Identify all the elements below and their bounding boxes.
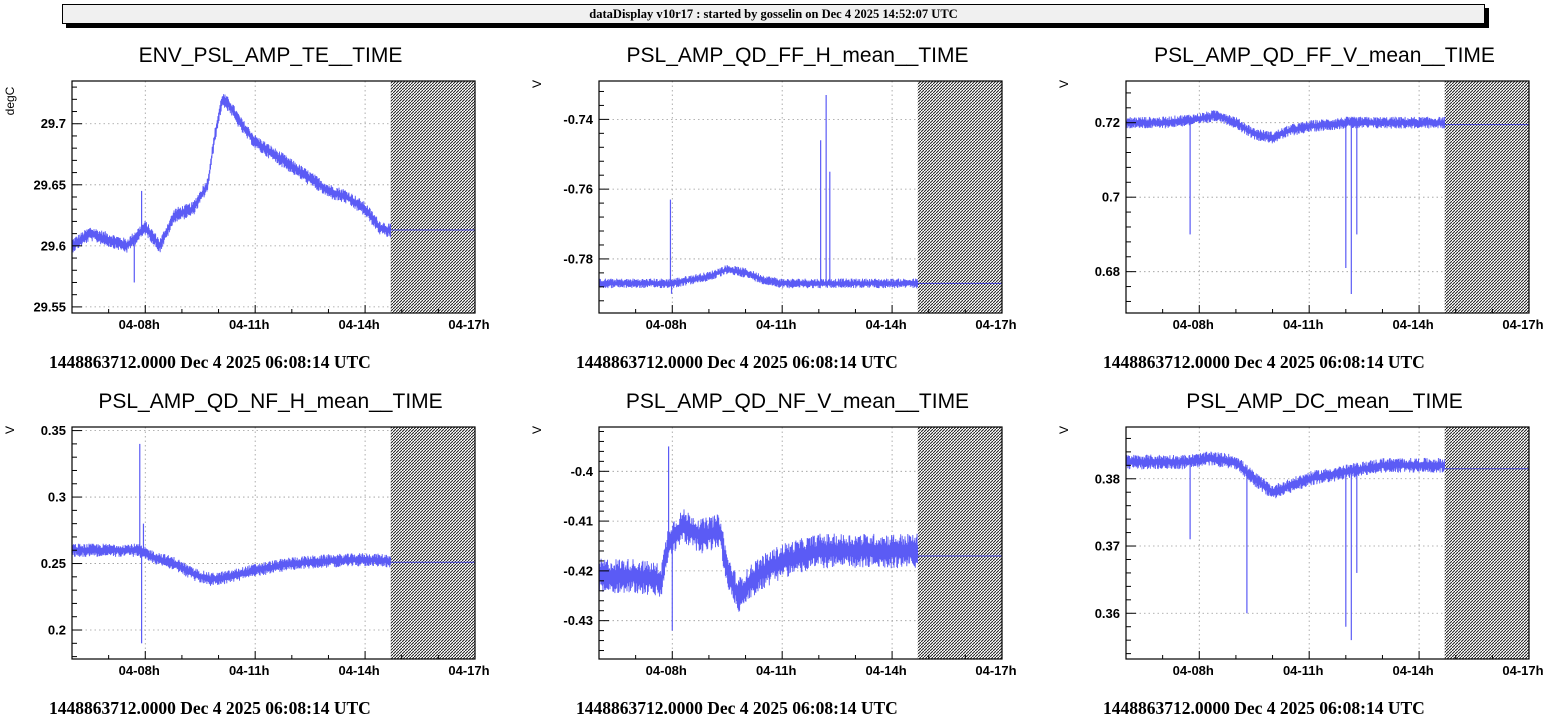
plot-frame	[71, 426, 476, 660]
no-data-region	[1444, 81, 1529, 313]
x-tick-label: 04-14h	[338, 317, 379, 332]
header-bar: dataDisplay v10r17 : started by gosselin…	[62, 4, 1485, 24]
data-trace	[598, 264, 919, 289]
chart-title: PSL_AMP_QD_NF_V_mean__TIME	[626, 390, 969, 413]
y-axis-unit-label: V	[1057, 426, 1071, 434]
x-tick-label: 04-17h	[975, 663, 1016, 678]
y-tick-label: 29.7	[41, 116, 66, 131]
x-tick-label: 04-17h	[1502, 663, 1543, 678]
y-tick-label: 0.3	[48, 490, 66, 505]
data-trace	[71, 543, 392, 586]
chart-panel-3: PSL_AMP_QD_NF_H_mean__TIME V 04-08h 04-11h 0…	[3, 390, 490, 718]
y-tick-label: 0.68	[1095, 264, 1120, 279]
y-axis-unit-label: degC	[3, 86, 17, 115]
data-trace	[598, 509, 919, 612]
x-tick-label: 04-08h	[1173, 317, 1214, 332]
chart-title: PSL_AMP_QD_FF_V_mean__TIME	[1154, 44, 1495, 67]
y-axis-unit-label: V	[530, 80, 544, 88]
chart-panel-1: PSL_AMP_QD_FF_H_mean__TIME V 04-08h 04-11h 0…	[530, 44, 1017, 372]
x-tick-label: 04-17h	[975, 317, 1016, 332]
x-tick-label: 04-08h	[646, 663, 687, 678]
x-tick-label: 04-14h	[865, 663, 906, 678]
y-tick-label: 29.55	[33, 299, 66, 314]
y-tick-label: 0.7	[1102, 190, 1120, 205]
x-tick-label: 04-11h	[1283, 317, 1324, 332]
y-tick-label: 29.6	[41, 238, 66, 253]
timestamp-caption: 1448863712.0000 Dec 4 2025 06:08:14 UTC	[49, 352, 371, 372]
no-data-region	[390, 81, 475, 313]
no-data-region	[1444, 427, 1529, 659]
data-trace	[1125, 110, 1446, 144]
y-tick-label: 0.35	[41, 423, 66, 438]
timestamp-caption: 1448863712.0000 Dec 4 2025 06:08:14 UTC	[576, 352, 898, 372]
chart-panel-4: PSL_AMP_QD_NF_V_mean__TIME V 04-08h 04-11h 0…	[530, 390, 1017, 718]
y-tick-label: 0.2	[48, 623, 66, 638]
y-tick-label: 29.65	[33, 177, 66, 192]
y-tick-label: -0.41	[563, 514, 593, 529]
y-tick-label: 0.25	[41, 556, 66, 571]
plot-frame	[598, 80, 1003, 314]
x-tick-label: 04-11h	[229, 317, 270, 332]
chart-title: PSL_AMP_QD_FF_H_mean__TIME	[627, 44, 969, 67]
x-tick-label: 04-17h	[448, 317, 489, 332]
y-tick-label: -0.43	[563, 613, 593, 628]
y-axis-unit-label: V	[530, 426, 544, 434]
x-tick-label: 04-11h	[756, 317, 797, 332]
plot-frame	[1125, 426, 1530, 660]
y-axis-unit-label: V	[1057, 80, 1071, 88]
y-tick-label: -0.42	[563, 563, 593, 578]
chart-title: PSL_AMP_QD_NF_H_mean__TIME	[98, 390, 442, 413]
chart-title: ENV_PSL_AMP_TE__TIME	[139, 44, 403, 67]
header-text: dataDisplay v10r17 : started by gosselin…	[589, 7, 958, 21]
y-tick-label: 0.38	[1095, 471, 1120, 486]
x-tick-label: 04-08h	[119, 317, 160, 332]
y-tick-label: -0.76	[563, 182, 593, 197]
x-tick-label: 04-08h	[119, 663, 160, 678]
chart-title: PSL_AMP_DC_mean__TIME	[1186, 390, 1463, 413]
y-tick-label: 0.37	[1095, 539, 1120, 554]
y-tick-label: -0.74	[563, 112, 593, 127]
y-tick-label: -0.4	[571, 464, 594, 479]
y-axis-unit-label: V	[3, 426, 17, 434]
chart-panel-0: ENV_PSL_AMP_TE__TIME degC 04-08h 04-11h 04-1…	[3, 44, 490, 372]
x-tick-label: 04-14h	[1392, 663, 1433, 678]
no-data-region	[917, 427, 1002, 659]
x-tick-label: 04-14h	[865, 317, 906, 332]
no-data-region	[917, 81, 1002, 313]
x-tick-label: 04-08h	[646, 317, 687, 332]
data-trace	[71, 94, 392, 253]
no-data-region	[390, 427, 475, 659]
chart-panel-2: PSL_AMP_QD_FF_V_mean__TIME V 04-08h 04-11h 0…	[1057, 44, 1544, 372]
x-tick-label: 04-11h	[1283, 663, 1324, 678]
x-tick-label: 04-08h	[1173, 663, 1214, 678]
x-tick-label: 04-17h	[448, 663, 489, 678]
timestamp-caption: 1448863712.0000 Dec 4 2025 06:08:14 UTC	[1103, 698, 1425, 718]
x-tick-label: 04-11h	[229, 663, 270, 678]
x-tick-label: 04-17h	[1502, 317, 1543, 332]
timestamp-caption: 1448863712.0000 Dec 4 2025 06:08:14 UTC	[576, 698, 898, 718]
y-tick-label: -0.78	[563, 251, 593, 266]
chart-panel-5: PSL_AMP_DC_mean__TIME V 04-08h 04-11h 04-14h…	[1057, 390, 1544, 718]
data-trace	[1125, 451, 1446, 499]
timestamp-caption: 1448863712.0000 Dec 4 2025 06:08:14 UTC	[1103, 352, 1425, 372]
x-tick-label: 04-14h	[1392, 317, 1433, 332]
y-tick-label: 0.72	[1095, 115, 1120, 130]
x-tick-label: 04-11h	[756, 663, 797, 678]
y-tick-label: 0.36	[1095, 606, 1120, 621]
timestamp-caption: 1448863712.0000 Dec 4 2025 06:08:14 UTC	[49, 698, 371, 718]
x-tick-label: 04-14h	[338, 663, 379, 678]
plot-frame	[598, 426, 1003, 660]
